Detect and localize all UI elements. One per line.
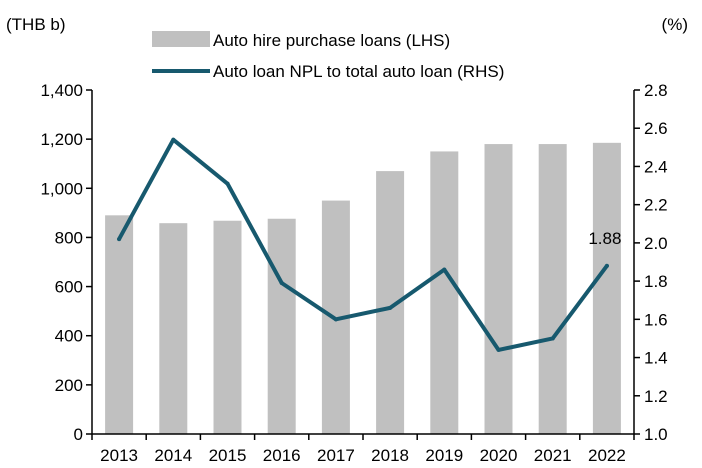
right-tick-label: 1.2	[644, 387, 668, 406]
legend-swatch-bars	[152, 31, 210, 47]
x-tick-label-2017: 2017	[317, 446, 355, 465]
bar-2015	[213, 220, 242, 434]
left-tick-label: 400	[55, 327, 83, 346]
npl-point-2013	[117, 237, 122, 242]
bar-2019	[430, 151, 459, 434]
right-tick-label: 1.8	[644, 272, 668, 291]
npl-point-2014	[171, 137, 176, 142]
x-tick-label-2015: 2015	[209, 446, 247, 465]
bar-2021	[538, 144, 567, 434]
npl-point-2020	[496, 347, 501, 352]
right-tick-label: 2.8	[644, 81, 668, 100]
bar-2016	[267, 218, 296, 434]
legend-label-line: Auto loan NPL to total auto loan (RHS)	[213, 62, 504, 81]
right-tick-label: 2.6	[644, 119, 668, 138]
left-tick-label: 200	[55, 376, 83, 395]
npl-point-2018	[388, 305, 393, 310]
npl-point-2016	[279, 281, 284, 286]
left-tick-label: 0	[74, 425, 83, 444]
left-tick-label: 800	[55, 228, 83, 247]
npl-point-2022	[604, 263, 609, 268]
data-label-2022: 1.88	[588, 229, 621, 248]
left-tick-label: 600	[55, 278, 83, 297]
npl-ratio-line	[117, 137, 609, 352]
x-tick-label-2016: 2016	[263, 446, 301, 465]
left-tick-label: 1,400	[40, 81, 83, 100]
left-tick-label: 1,200	[40, 130, 83, 149]
npl-point-2019	[442, 267, 447, 272]
npl-point-2017	[333, 317, 338, 322]
x-tick-label-2021: 2021	[534, 446, 572, 465]
legend-label-bars: Auto hire purchase loans (LHS)	[213, 31, 450, 50]
legend: Auto hire purchase loans (LHS) Auto loan…	[152, 31, 504, 81]
right-tick-label: 2.0	[644, 234, 668, 253]
bar-2013	[105, 215, 134, 434]
right-tick-label: 2.2	[644, 196, 668, 215]
right-tick-label: 1.6	[644, 310, 668, 329]
bar-2014	[159, 223, 188, 434]
x-tick-label-2018: 2018	[371, 446, 409, 465]
x-tick-label-2014: 2014	[154, 446, 192, 465]
left-tick-label: 1,000	[40, 179, 83, 198]
right-tick-label: 1.4	[644, 349, 668, 368]
x-tick-label-2022: 2022	[588, 446, 626, 465]
bar-2020	[484, 144, 513, 434]
x-tick-label-2019: 2019	[425, 446, 463, 465]
right-tick-label: 1.0	[644, 425, 668, 444]
npl-point-2021	[550, 336, 555, 341]
x-tick-label-2020: 2020	[480, 446, 518, 465]
npl-point-2015	[225, 181, 230, 186]
x-tick-label-2013: 2013	[100, 446, 138, 465]
right-axis-unit: (%)	[662, 15, 688, 34]
left-axis-unit: (THB b)	[6, 15, 66, 34]
right-tick-label: 2.4	[644, 157, 668, 176]
bar-2022	[592, 142, 621, 434]
